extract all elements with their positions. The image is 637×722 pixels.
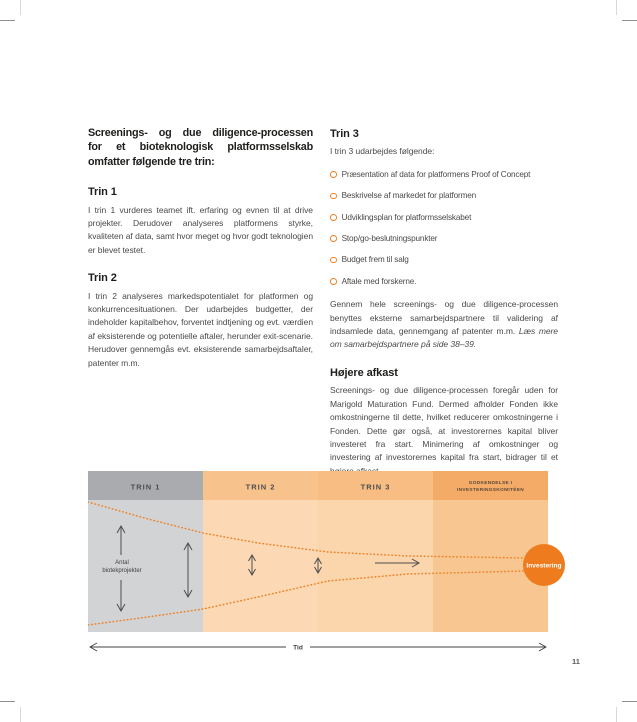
bullet-label: Aftale med forskerne. — [341, 276, 417, 286]
paragraph-trin1: I trin 1 vurderes teamet ift. erfaring o… — [88, 204, 313, 255]
header-cell-trin2 — [203, 471, 318, 500]
crop-mark — [0, 701, 15, 702]
crop-mark — [616, 707, 617, 722]
y-axis-label-line2: biotekprojekter — [102, 568, 141, 574]
bullet-ring-icon — [330, 278, 337, 285]
section-title-trin1: Trin 1 — [88, 186, 117, 199]
bullet-ring-icon — [330, 192, 337, 200]
bullet-ring-icon — [330, 256, 337, 264]
paragraph-afkast: Screenings- og due diligence-processen f… — [330, 385, 558, 476]
bullet-ring-icon — [330, 214, 337, 221]
left-arrow-icon — [89, 642, 286, 652]
y-axis-label-line1: Antal — [115, 560, 129, 566]
section-title-afkast: Højere afkast — [330, 366, 398, 379]
zone-trin3 — [318, 500, 433, 632]
bullet-item: Præsentation af data for platformens Pro… — [330, 168, 558, 181]
funnel-bottom-line — [88, 570, 526, 626]
funnel-top-line — [88, 501, 526, 559]
double-arrow-icon — [314, 557, 322, 574]
double-arrow-icon — [248, 554, 256, 576]
investment-circle — [523, 544, 565, 586]
left-column: Screenings- og due diligence-processen fo… — [88, 126, 313, 384]
bullet-label: Præsentation af data for platformens Pro… — [341, 169, 531, 179]
header-label-trin1: TRIN 1 — [131, 483, 161, 492]
page-title: Screenings- og due diligence-processen fo… — [88, 127, 313, 168]
right-column: Trin 3 I trin 3 udarbejdes følgende: Præ… — [330, 128, 558, 492]
crop-mark — [0, 20, 15, 21]
header-cell-trin3 — [318, 471, 433, 500]
section-title-trin2: Trin 2 — [88, 272, 117, 285]
header-label-trin3: TRIN 3 — [361, 483, 391, 492]
crop-mark — [622, 701, 637, 702]
zone-trin2 — [203, 500, 318, 632]
bullet-item: Budget frem til salg — [330, 253, 558, 266]
bullet-label: Beskrivelse af markedet for platformen — [341, 191, 477, 201]
paragraph-partners: Gennem hele screenings- og due diligence… — [330, 299, 558, 350]
funnel-lines — [88, 501, 526, 626]
page-number: 11 — [572, 657, 580, 666]
y-label-backdrop — [96, 555, 148, 580]
crop-mark — [20, 0, 21, 15]
diagram-header: TRIN 1 TRIN 2 TRIN 3 GODKENDELSE I INVES… — [88, 471, 548, 500]
bullet-label: Budget frem til salg — [341, 255, 409, 265]
header-cell-trin1 — [88, 471, 203, 500]
partners-reference: Læs mere om samarbejdspartnere på side 3… — [330, 326, 558, 350]
header-label-trin2: TRIN 2 — [246, 483, 276, 492]
right-arrow-icon — [310, 642, 547, 652]
section-title-trin3: Trin 3 — [330, 128, 359, 140]
right-arrow-icon — [375, 558, 421, 568]
header-label-godkendelse-1: GODKENDELSE I — [469, 480, 513, 486]
trin3-intro: I trin 3 udarbejdes følgende: — [330, 146, 435, 157]
x-axis-label: Tid — [293, 645, 303, 652]
time-axis-arrow — [89, 642, 547, 652]
double-arrow-icon — [183, 541, 193, 599]
investment-label: Investering — [526, 563, 561, 570]
bullet-ring-icon — [330, 235, 337, 243]
bullet-item: Udviklingsplan for platformsselskabet — [330, 211, 558, 224]
crop-mark — [622, 20, 637, 21]
paragraph-trin2: I trin 2 analyseres markedspotentialet f… — [88, 290, 313, 368]
process-funnel-diagram: TRIN 1 TRIN 2 TRIN 3 GODKENDELSE I INVES… — [88, 471, 565, 652]
header-cell-godkendelse — [433, 471, 548, 500]
bullet-item: Stop/go-beslutningspunkter — [330, 232, 558, 245]
header-label-godkendelse-2: INVESTERINGSKOMITÉEN — [457, 485, 524, 493]
bullet-item: Beskrivelse af markedet for platformen — [330, 189, 558, 202]
trin3-bullet-list: Præsentation af data for platformens Pro… — [330, 168, 558, 288]
bullet-label: Stop/go-beslutningspunkter — [341, 234, 438, 244]
bullet-ring-icon — [330, 171, 337, 178]
bullet-label: Udviklingsplan for platformsselskabet — [341, 212, 472, 222]
crop-mark — [20, 707, 21, 722]
bullet-item: Aftale med forskerne. — [330, 275, 558, 288]
crop-mark — [616, 0, 617, 15]
